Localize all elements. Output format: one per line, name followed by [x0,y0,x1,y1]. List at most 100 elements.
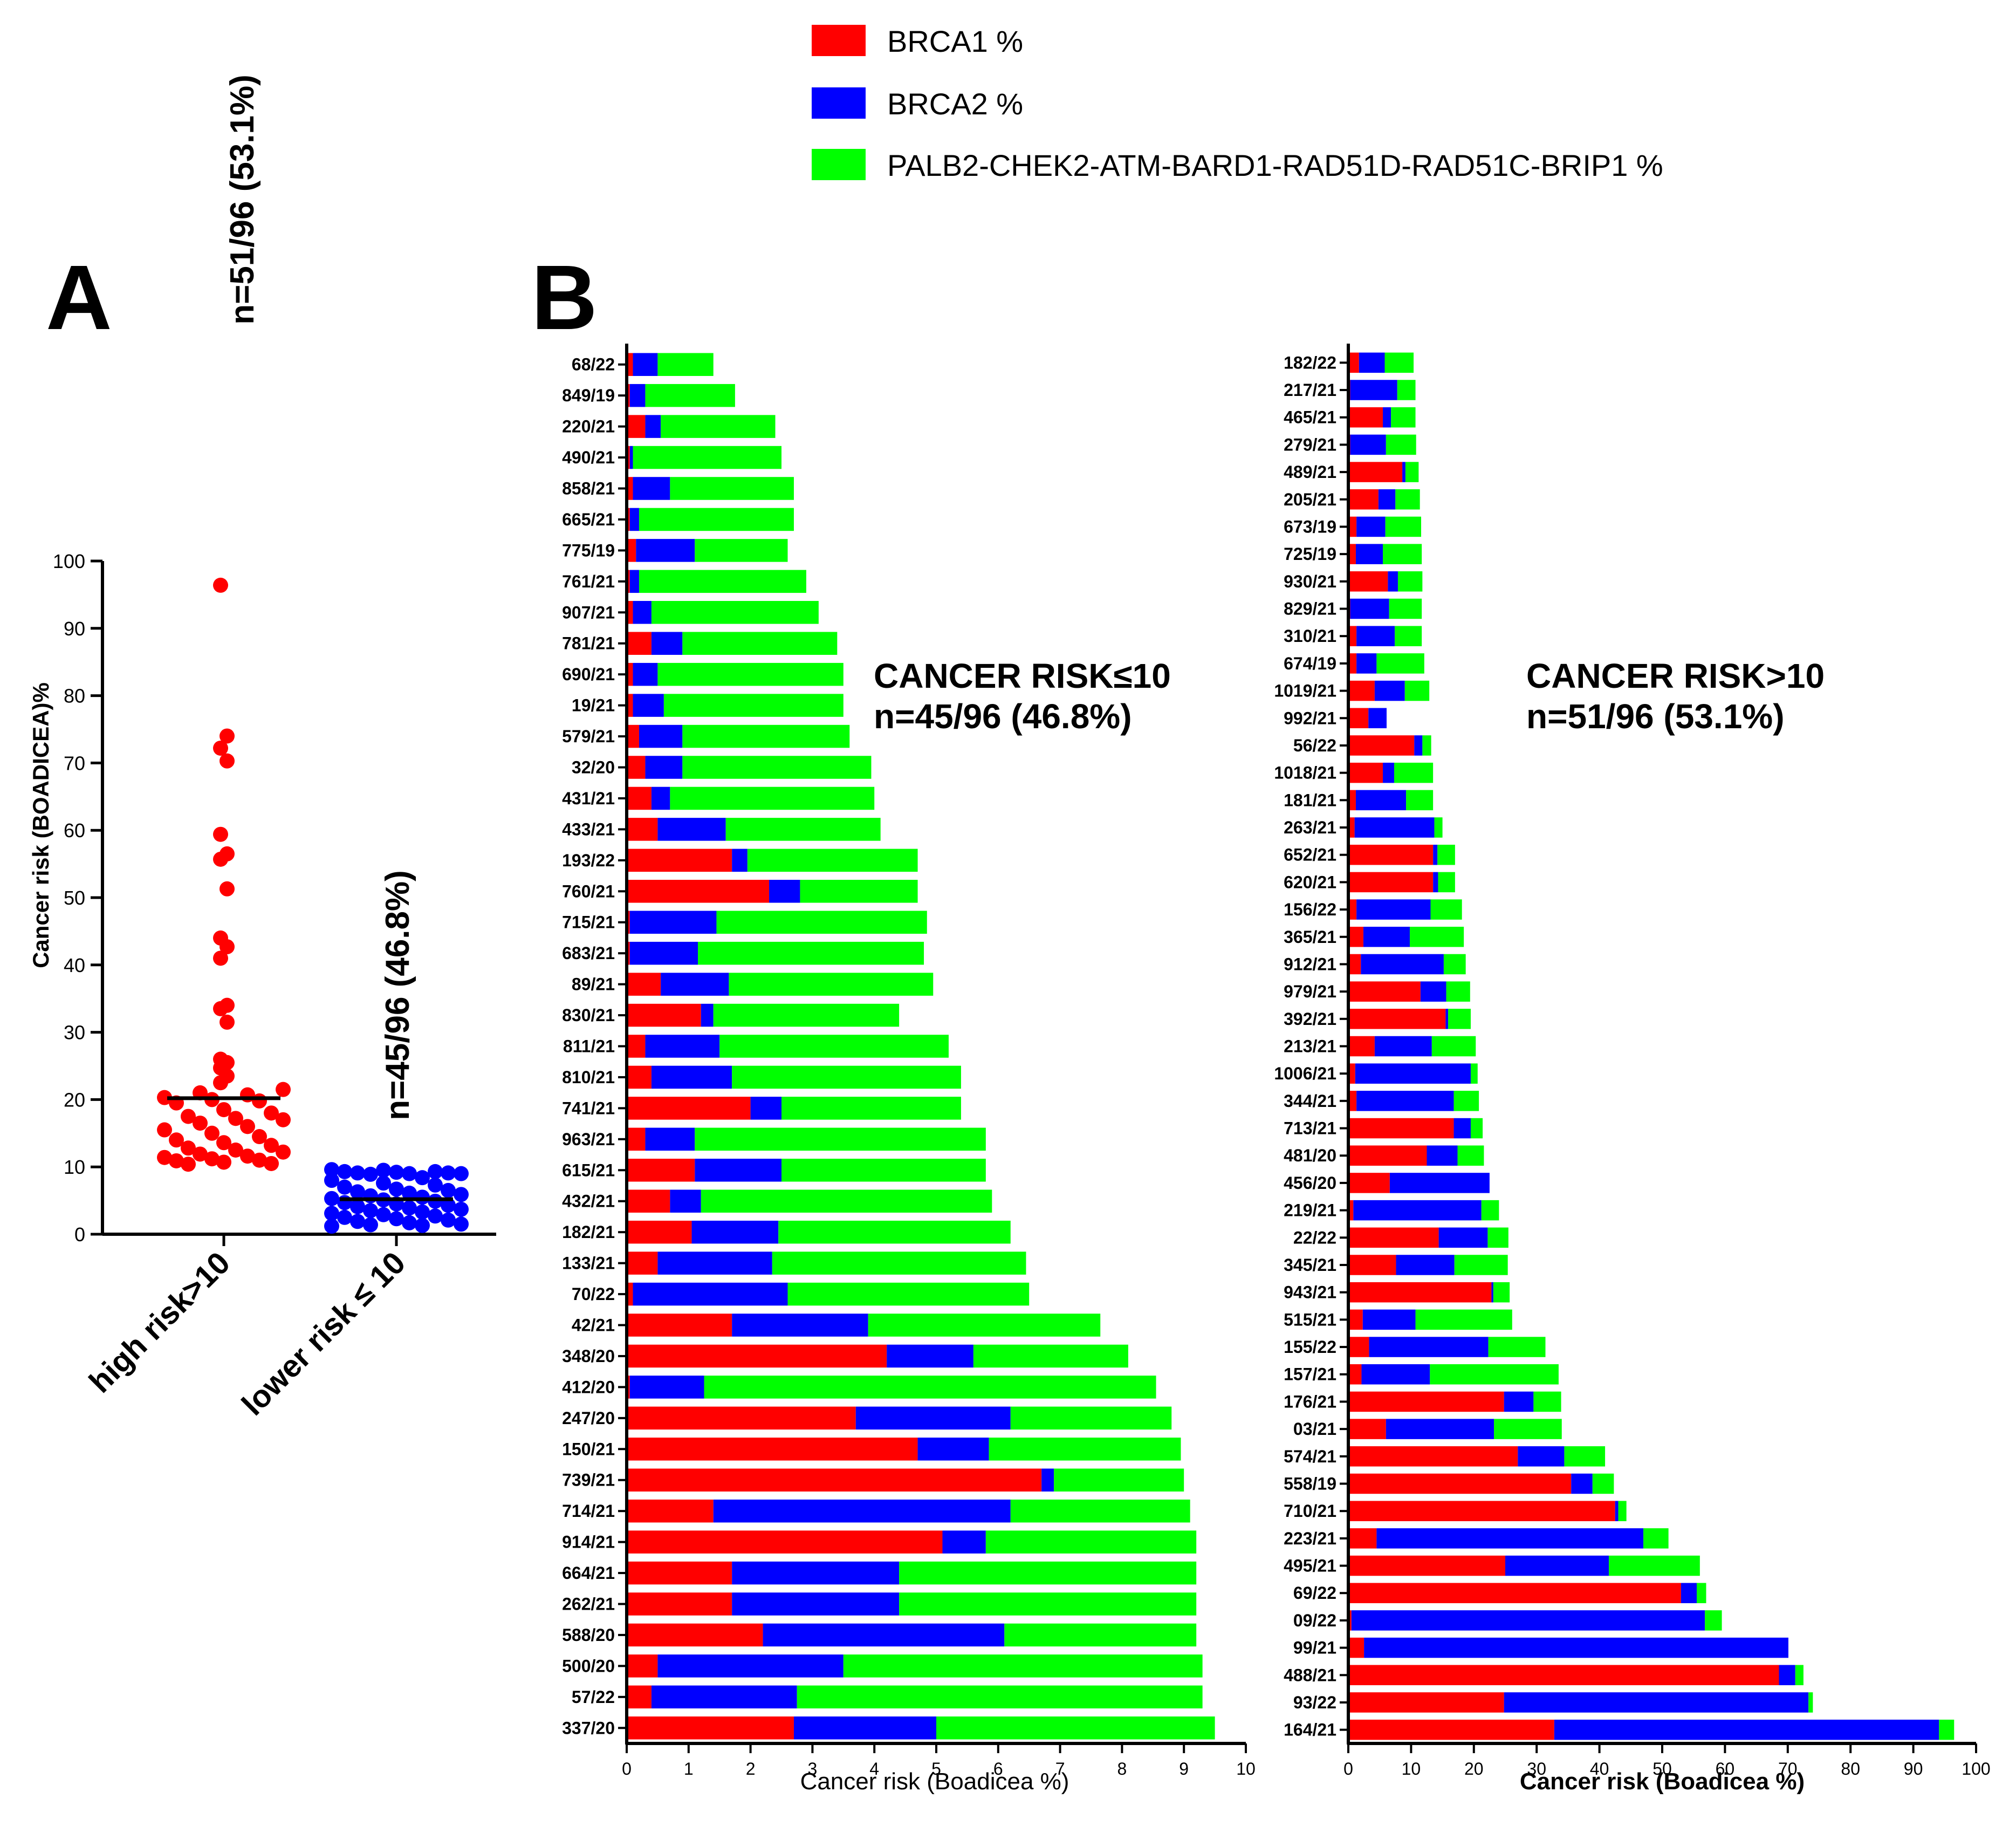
panel-b-low-category-label: 579/21 [562,727,615,746]
panel-b-high-bar-brca1 [1348,1118,1454,1139]
panel-b-high-bar-other [1430,899,1462,920]
panel-b-high-bar-other [1446,981,1470,1002]
panel-b-high-bar-brca2 [1355,790,1407,811]
panel-b-low-bar-brca2 [651,632,683,655]
panel-b-low-bar-brca2 [633,477,670,500]
panel-a-y-tick-label: 40 [64,954,85,976]
panel-b-high-category-label: 574/21 [1284,1447,1336,1466]
panel-b-high-category-label: 456/20 [1284,1173,1336,1193]
panel-b-high-category-label: 213/21 [1284,1037,1336,1056]
panel-a-point-high [220,728,235,744]
panel-b-low-category-label: 42/21 [572,1316,615,1335]
panel-b-low-bar-other [843,1654,1203,1678]
panel-b-high-category-label: 930/21 [1284,572,1336,591]
panel-a-point-high [169,1153,184,1168]
panel-b-high-x-tick-label: 60 [1716,1759,1735,1779]
panel-b-high-bar-brca1 [1348,407,1383,428]
panel-b-high-category-label: 155/22 [1284,1337,1336,1357]
panel-b-low-category-label: 739/21 [562,1470,615,1490]
panel-b-high-bar-other [1395,489,1420,510]
panel-b-high-bar-brca2 [1356,899,1431,920]
panel-b-low-bar-brca1 [627,1716,794,1740]
panel-b-high-annotation-title: CANCER RISK>10 [1526,656,1825,695]
panel-b-high-bar-other [1493,1282,1510,1303]
panel-b-high-category-label: 56/22 [1293,736,1336,755]
panel-a-point-high [264,1138,279,1153]
panel-b-low-bar-brca2 [636,539,695,562]
panel-a-point-low [454,1187,469,1202]
panel-b-low-bar-brca1 [627,756,646,779]
panel-b-high-bar-brca2 [1386,1419,1494,1439]
panel-b-low-bar-other [682,632,838,655]
panel-b-low-bar-brca1 [627,694,633,717]
panel-b-high-x-tick-label: 10 [1402,1759,1421,1779]
panel-b-high-bar-brca1 [1348,1200,1354,1221]
panel-b-low-category-label: 433/21 [562,819,615,839]
panel-b-low-bar-other [682,756,872,779]
panel-b-low-bar-brca1 [627,1499,714,1523]
panel-b-low-bar-brca1 [627,849,732,872]
panel-a-point-high [220,881,235,897]
panel-b-low-bar-brca1 [627,1344,887,1368]
panel-b-high-category-label: 344/21 [1284,1091,1336,1111]
panel-b-low-bar-brca1 [627,539,636,562]
legend-label-brca1: BRCA1 % [887,24,1023,58]
panel-b-high-x-tick-label: 40 [1590,1759,1609,1779]
panel-b-low-bar-other [645,384,735,407]
panel-a-y-tick-label: 10 [64,1156,85,1178]
panel-b-low-bar-brca2 [855,1406,1011,1430]
panel-a-point-low [363,1188,378,1203]
panel-b-low-x-axis-title: Cancer risk (Boadicea %) [800,1768,1069,1795]
panel-b-low-x-tick-label: 3 [808,1759,818,1779]
panel-b-low-bar-brca1 [627,1468,1042,1492]
panel-b-high-category-label: 489/21 [1284,462,1336,482]
panel-a-point-high [240,1119,255,1134]
panel-b-high-category-label: 93/22 [1293,1693,1336,1712]
panel-b-low-bar-brca2 [645,1035,720,1058]
panel-a-point-high [276,1112,291,1127]
panel-b-high-bar-other [1404,680,1430,701]
panel-b-low-bar-brca1 [627,1220,692,1244]
panel-b-high-bar-other [1376,653,1424,674]
panel-b-high-bar-brca1 [1348,1583,1681,1603]
panel-b-high-bar-brca1 [1348,462,1403,482]
panel-b-letter: B [531,247,598,349]
panel-b-high-category-label: 03/21 [1293,1419,1336,1439]
panel-b-high-bar-brca2 [1681,1583,1697,1603]
panel-b-high-category-label: 943/21 [1284,1283,1336,1302]
panel-b-low-bar-brca1 [627,1438,918,1461]
panel-b-high-bar-brca2 [1383,762,1394,783]
panel-b-high-bar-brca1 [1348,1528,1377,1549]
panel-b-low-bar-other [657,353,714,376]
panel-b-high-category-label: 217/21 [1284,380,1336,400]
panel-b-low-category-label: 412/20 [562,1377,615,1397]
panel-b-low-bar-other [781,1159,986,1182]
panel-b-high-bar-brca2 [1362,1309,1416,1330]
panel-b-low-category-label: 615/21 [562,1160,615,1180]
panel-a-category-high: high risk>10 [83,1245,237,1399]
panel-a-point-high [276,1144,291,1160]
panel-a-point-high [213,851,228,867]
panel-b-high-bar-brca2 [1491,1282,1493,1303]
panel-a-point-high [213,577,228,593]
panel-b-high-bar-other [1494,1419,1562,1439]
panel-b-low-bar-brca2 [657,818,726,841]
panel-b-low-category-label: 247/20 [562,1408,615,1428]
panel-b-high-bar-other [1592,1473,1614,1494]
panel-b-low-category-label: 963/21 [562,1130,615,1149]
panel-a-point-high [252,1152,267,1168]
panel-b-low-x-tick-label: 5 [931,1759,941,1779]
panel-b-high-bar-brca2 [1554,1719,1939,1740]
panel-a-group-label-low: n=45/96 (46.8%) [379,870,416,1120]
panel-b-high-bar-brca1 [1348,817,1355,838]
panel-b-low-bar-other [1004,1623,1197,1647]
panel-b-high-category-label: 310/21 [1284,626,1336,646]
panel-b-low-bar-other [657,662,844,686]
panel-b-low-bar-brca1 [627,1654,658,1678]
panel-b-high-bar-other [1488,1337,1546,1357]
panel-b-high-bar-brca1 [1348,844,1434,865]
panel-b-high-bar-brca1 [1348,1282,1492,1303]
panel-b-high-bar-brca1 [1348,708,1369,729]
panel-b-high-bar-brca2 [1438,1227,1488,1248]
panel-a-point-low [389,1211,404,1227]
